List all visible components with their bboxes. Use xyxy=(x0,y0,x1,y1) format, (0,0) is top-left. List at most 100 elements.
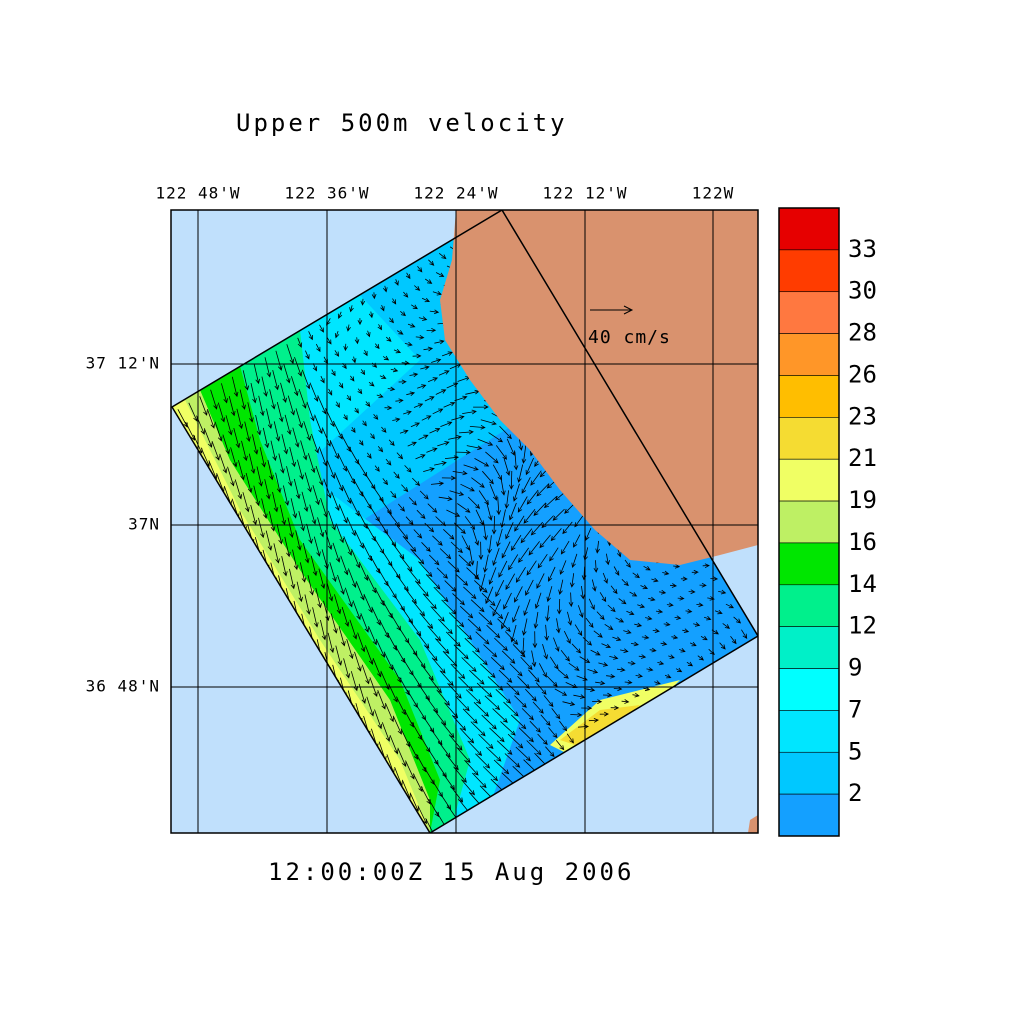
velocity-arrow xyxy=(555,618,561,634)
velocity-arrow xyxy=(548,727,558,739)
velocity-arrow xyxy=(569,573,575,588)
velocity-arrow xyxy=(455,450,471,455)
velocity-arrow xyxy=(699,582,707,588)
velocity-arrow xyxy=(654,680,661,685)
velocity-arrow xyxy=(599,711,609,717)
velocity-arrow xyxy=(403,410,412,415)
velocity-arrow xyxy=(403,291,409,298)
velocity-arrow xyxy=(234,479,243,500)
velocity-arrow xyxy=(646,667,654,672)
velocity-arrow xyxy=(518,547,530,563)
velocity-arrow xyxy=(242,492,250,513)
velocity-arrow xyxy=(231,376,239,398)
velocity-arrow xyxy=(306,401,315,422)
velocity-arrow xyxy=(343,658,351,679)
velocity-arrow xyxy=(227,466,235,487)
velocity-arrow xyxy=(640,584,649,590)
velocity-arrow xyxy=(503,592,512,610)
velocity-arrow xyxy=(349,619,358,640)
velocity-arrow xyxy=(595,680,606,686)
velocity-arrow xyxy=(523,599,531,616)
velocity-arrow xyxy=(286,466,293,487)
velocity-arrow xyxy=(558,579,564,595)
velocity-arrow xyxy=(663,621,671,627)
velocity-arrow xyxy=(417,683,430,701)
velocity-arrow xyxy=(671,634,679,640)
velocity-arrow xyxy=(602,692,613,698)
velocity-arrow xyxy=(534,592,542,610)
velocity-arrow xyxy=(199,396,208,416)
velocity-arrow xyxy=(360,613,369,633)
velocity-arrow xyxy=(300,440,308,461)
velocity-arrow xyxy=(337,574,345,595)
velocity-arrow xyxy=(467,618,482,632)
velocity-arrow xyxy=(425,574,441,590)
velocity-arrow xyxy=(525,457,534,476)
velocity-arrow xyxy=(482,766,499,782)
velocity-arrow xyxy=(470,721,486,737)
velocity-arrow xyxy=(315,587,322,609)
velocity-arrow xyxy=(366,330,371,338)
velocity-arrow xyxy=(203,428,213,448)
velocity-arrow xyxy=(454,395,468,402)
velocity-arrow xyxy=(649,647,657,653)
velocity-arrow xyxy=(697,655,705,661)
velocity-arrow xyxy=(511,534,522,551)
velocity-arrow xyxy=(416,753,427,773)
velocity-arrow xyxy=(488,567,497,585)
velocity-arrow xyxy=(677,595,685,601)
velocity-arrow xyxy=(528,669,540,683)
velocity-arrow xyxy=(424,278,433,284)
velocity-arrow xyxy=(451,715,467,731)
velocity-arrow xyxy=(505,573,516,590)
velocity-arrow xyxy=(295,408,303,429)
velocity-arrow xyxy=(399,677,410,696)
velocity-arrow xyxy=(338,626,346,647)
velocity-arrow xyxy=(253,363,260,385)
velocity-arrow xyxy=(228,395,236,417)
colorbar: 33 30 28 26 23 21 19 16 14 12 9 7 5 2 xyxy=(778,207,877,837)
velocity-arrow xyxy=(520,637,526,656)
velocity-arrow xyxy=(309,382,319,402)
velocity-arrow xyxy=(348,446,360,465)
velocity-arrow xyxy=(330,613,338,634)
velocity-arrow xyxy=(553,637,560,652)
velocity-arrow xyxy=(438,496,453,501)
velocity-arrow xyxy=(308,331,313,341)
velocity-arrow xyxy=(258,517,265,539)
graticule xyxy=(171,210,758,833)
velocity-arrow xyxy=(526,740,542,756)
velocity-arrow xyxy=(567,611,573,626)
velocity-arrow xyxy=(473,702,490,717)
velocity-arrow xyxy=(634,622,643,628)
velocity-arrow xyxy=(262,427,270,449)
velocity-arrow xyxy=(441,351,454,357)
velocity-arrow xyxy=(549,547,559,562)
velocity-arrow xyxy=(492,599,501,617)
colorbar-box xyxy=(778,291,840,334)
velocity-arrow xyxy=(525,579,534,596)
velocity-arrow xyxy=(485,586,494,605)
velocity-arrow xyxy=(377,690,386,710)
velocity-arrow xyxy=(470,599,485,613)
velocity-arrow xyxy=(513,451,519,471)
velocity-arrow xyxy=(456,625,473,640)
velocity-arrow xyxy=(248,453,256,474)
velocity-arrow xyxy=(725,603,734,609)
velocity-arrow xyxy=(635,673,643,679)
velocity-arrow xyxy=(371,484,384,503)
velocity-arrow xyxy=(571,643,582,654)
velocity-arrow xyxy=(550,528,562,542)
velocity-arrow xyxy=(475,631,490,645)
colorbar-box xyxy=(778,710,840,753)
velocity-arrow xyxy=(365,645,374,665)
velocity-arrow xyxy=(545,746,555,758)
velocity-arrow xyxy=(351,549,361,569)
velocity-arrow xyxy=(317,517,325,538)
velocity-arrow xyxy=(514,586,523,603)
velocity-arrow xyxy=(459,727,475,744)
velocity-arrow xyxy=(465,689,482,705)
velocity-arrow xyxy=(327,632,335,654)
velocity-arrow xyxy=(568,662,580,671)
velocity-arrow xyxy=(387,386,396,392)
